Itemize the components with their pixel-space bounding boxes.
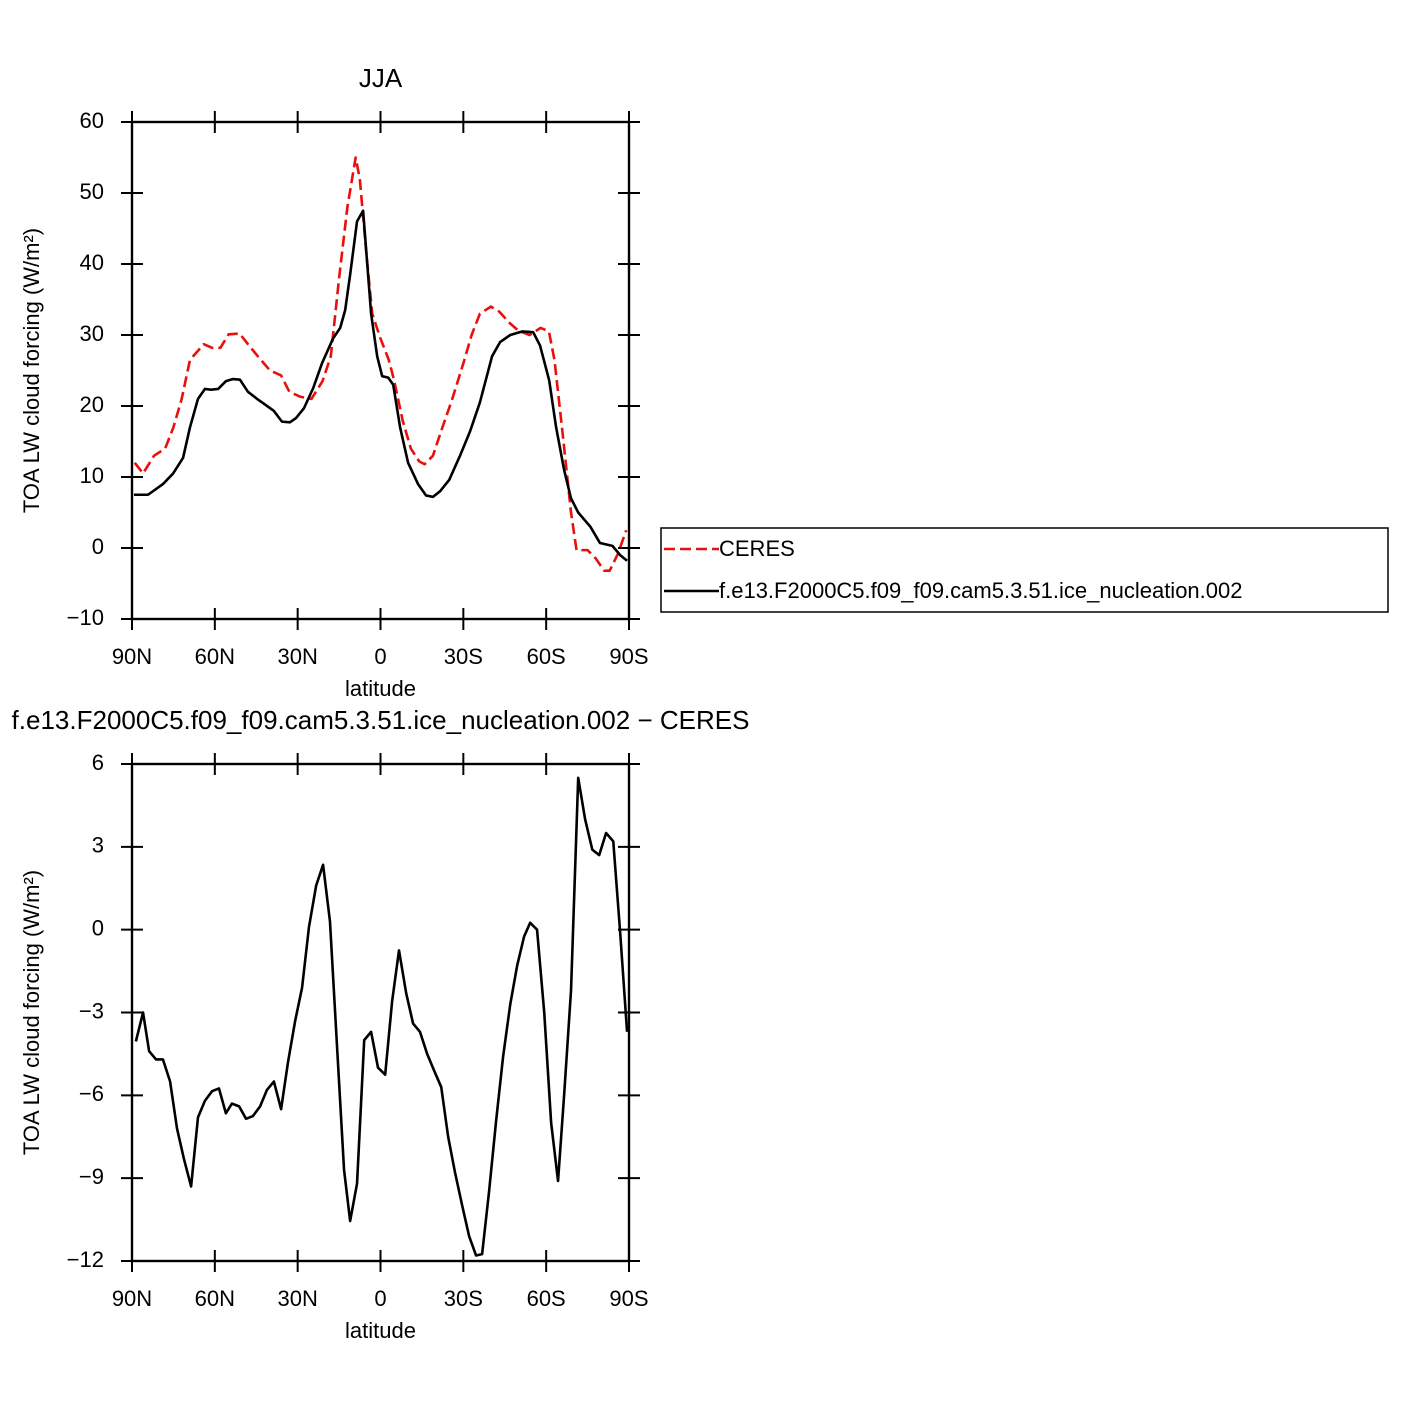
x-axis-label: latitude: [345, 676, 416, 701]
x-tick-label: 60N: [195, 1286, 235, 1311]
x-tick-label: 90S: [609, 644, 648, 669]
x-tick-label: 90N: [112, 644, 152, 669]
legend-box: [660, 527, 1389, 613]
x-tick-label: 60S: [527, 644, 566, 669]
y-tick-label: 30: [80, 321, 104, 346]
legend-label: f.e13.F2000C5.f09_f09.cam5.3.51.ice_nucl…: [719, 578, 1243, 603]
x-axis-label: latitude: [345, 1318, 416, 1343]
x-tick-label: 30N: [277, 1286, 317, 1311]
x-tick-label: 90N: [112, 1286, 152, 1311]
y-tick-label: −12: [67, 1247, 104, 1272]
y-tick-label: −3: [79, 998, 104, 1023]
y-tick-label: 0: [92, 915, 104, 940]
x-tick-label: 60S: [527, 1286, 566, 1311]
chart-title: JJA: [359, 63, 403, 93]
y-tick-label: 6: [92, 750, 104, 775]
y-tick-label: 20: [80, 392, 104, 417]
y-tick-label: 10: [80, 463, 104, 488]
y-tick-label: −10: [67, 605, 104, 630]
y-tick-label: −6: [79, 1081, 104, 1106]
x-tick-label: 90S: [609, 1286, 648, 1311]
y-tick-label: 60: [80, 108, 104, 133]
data-line: [133, 156, 628, 573]
x-tick-label: 30S: [444, 644, 483, 669]
y-tick-label: 0: [92, 534, 104, 559]
y-axis-label: TOA LW cloud forcing (W/m²): [19, 228, 44, 513]
x-tick-label: 0: [374, 644, 386, 669]
data-line: [133, 209, 628, 562]
y-tick-label: 50: [80, 179, 104, 204]
plot-frame: [130, 120, 631, 621]
legend-label: CERES: [719, 536, 795, 561]
y-tick-label: −9: [79, 1164, 104, 1189]
y-tick-label: 40: [80, 250, 104, 275]
y-tick-label: 3: [92, 833, 104, 858]
data-line: [134, 776, 629, 1257]
chart-title: f.e13.F2000C5.f09_f09.cam5.3.51.ice_nucl…: [12, 705, 750, 735]
y-axis-label: TOA LW cloud forcing (W/m²): [19, 870, 44, 1155]
plot-frame: [130, 762, 631, 1263]
x-tick-label: 30S: [444, 1286, 483, 1311]
x-tick-label: 60N: [195, 644, 235, 669]
x-tick-label: 0: [374, 1286, 386, 1311]
x-tick-label: 30N: [277, 644, 317, 669]
